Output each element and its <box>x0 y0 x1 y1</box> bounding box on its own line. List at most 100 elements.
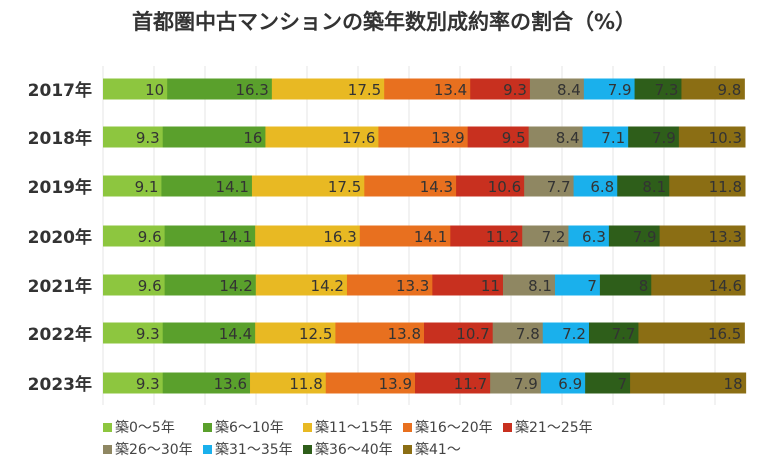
bar-segment <box>415 372 491 394</box>
bar-segment <box>669 175 746 197</box>
bar-segment <box>450 225 523 247</box>
bar-segment <box>502 274 556 296</box>
bar-segment <box>522 225 569 247</box>
legend-item: 築11～15年 <box>303 417 393 437</box>
bar-segment <box>271 78 385 100</box>
bar-segment <box>492 322 544 344</box>
bar-segment <box>651 274 746 296</box>
legend-swatch <box>203 444 212 454</box>
bar-segment <box>608 225 661 247</box>
bar-segment <box>456 175 525 197</box>
legend-item: 築16～20年 <box>403 417 493 437</box>
bar-segment <box>628 126 680 148</box>
data-label: 7 <box>587 277 597 295</box>
data-label: 16.3 <box>235 81 268 99</box>
category-label: 2023年 <box>28 374 92 395</box>
data-label: 7.9 <box>633 228 657 246</box>
bar-segment <box>568 225 610 247</box>
legend-item: 築6～10年 <box>203 417 284 437</box>
legend-swatch <box>403 422 412 432</box>
legend: 築0～5年 築6～10年 築11～15年 築16～20年 築21～25年築26～30年 築… <box>103 417 763 461</box>
bar-segment <box>554 274 601 296</box>
data-label: 17.5 <box>328 178 361 196</box>
legend-label: 築11～15年 <box>315 420 393 436</box>
bar-segment <box>490 372 542 394</box>
data-label: 7.2 <box>562 325 586 343</box>
data-label: 8 <box>639 277 649 295</box>
bar-segment <box>103 175 162 197</box>
data-label: 11.2 <box>486 228 519 246</box>
legend-swatch <box>303 422 312 432</box>
data-label: 16 <box>243 129 262 147</box>
data-label: 13.3 <box>396 277 429 295</box>
bar-segment <box>103 322 164 344</box>
data-label: 6.9 <box>558 375 582 393</box>
data-label: 7.9 <box>608 81 632 99</box>
legend-swatch <box>103 422 112 432</box>
legend-label: 築31～35年 <box>215 442 293 458</box>
bar-segment <box>630 372 747 394</box>
data-label: 10 <box>145 81 164 99</box>
data-label: 7.8 <box>516 325 540 343</box>
bar-segment <box>540 372 586 394</box>
data-label: 9.3 <box>136 325 160 343</box>
legend-label: 築0～5年 <box>115 420 175 436</box>
data-label: 7.9 <box>652 129 676 147</box>
data-label: 18 <box>724 375 743 393</box>
legend-item: 築26～30年 <box>103 439 193 459</box>
legend-item: 築31～35年 <box>203 439 293 459</box>
data-label: 9.1 <box>135 178 159 196</box>
category-label: 2018年 <box>28 128 92 149</box>
bar-segment <box>424 322 494 344</box>
data-label: 11.8 <box>709 178 742 196</box>
category-label: 2020年 <box>28 227 92 248</box>
bar-segment <box>162 372 251 394</box>
bar-segment <box>164 225 256 247</box>
data-label: 8.4 <box>557 81 581 99</box>
legend-label: 築41～ <box>415 442 461 458</box>
bar-segment <box>167 78 273 100</box>
data-label: 9.8 <box>717 81 741 99</box>
data-label: 8.1 <box>528 277 552 295</box>
bar-segment <box>162 126 266 148</box>
bar-segment <box>255 322 336 344</box>
data-label: 11 <box>481 277 500 295</box>
data-label: 9.6 <box>138 228 162 246</box>
bar-segment <box>582 126 629 148</box>
data-label: 6.8 <box>590 178 614 196</box>
bar-segment <box>524 175 575 197</box>
bar-segment <box>470 78 531 100</box>
bar-segment <box>634 78 682 100</box>
legend-label: 築26～30年 <box>115 442 193 458</box>
data-label: 10.7 <box>456 325 489 343</box>
data-label: 11.8 <box>289 375 322 393</box>
legend-swatch <box>103 444 112 454</box>
bar-segment <box>378 126 469 148</box>
bar-segment <box>162 322 256 344</box>
bar-segment <box>161 175 253 197</box>
legend-item: 築0～5年 <box>103 417 175 437</box>
legend-label: 築36～40年 <box>315 442 393 458</box>
bar-segment <box>681 78 745 100</box>
bar-segment <box>599 274 652 296</box>
bar-segment <box>265 126 379 148</box>
data-label: 17.6 <box>342 129 375 147</box>
bar-segment <box>617 175 670 197</box>
data-label: 14.3 <box>420 178 453 196</box>
bar-segment <box>528 126 584 148</box>
category-label: 2017年 <box>28 80 92 101</box>
data-label: 7.7 <box>547 178 571 196</box>
data-label: 14.1 <box>219 228 252 246</box>
bar-segment <box>103 126 164 148</box>
data-label: 9.5 <box>502 129 526 147</box>
bar-segment <box>359 225 451 247</box>
data-label: 9.3 <box>136 129 160 147</box>
legend-label: 築21～25年 <box>515 420 593 436</box>
bar-segment <box>255 274 348 296</box>
data-label: 6.3 <box>582 228 606 246</box>
data-label: 14.4 <box>219 325 252 343</box>
data-label: 7.7 <box>612 325 636 343</box>
data-label: 14.1 <box>414 228 447 246</box>
bar-segment <box>573 175 618 197</box>
